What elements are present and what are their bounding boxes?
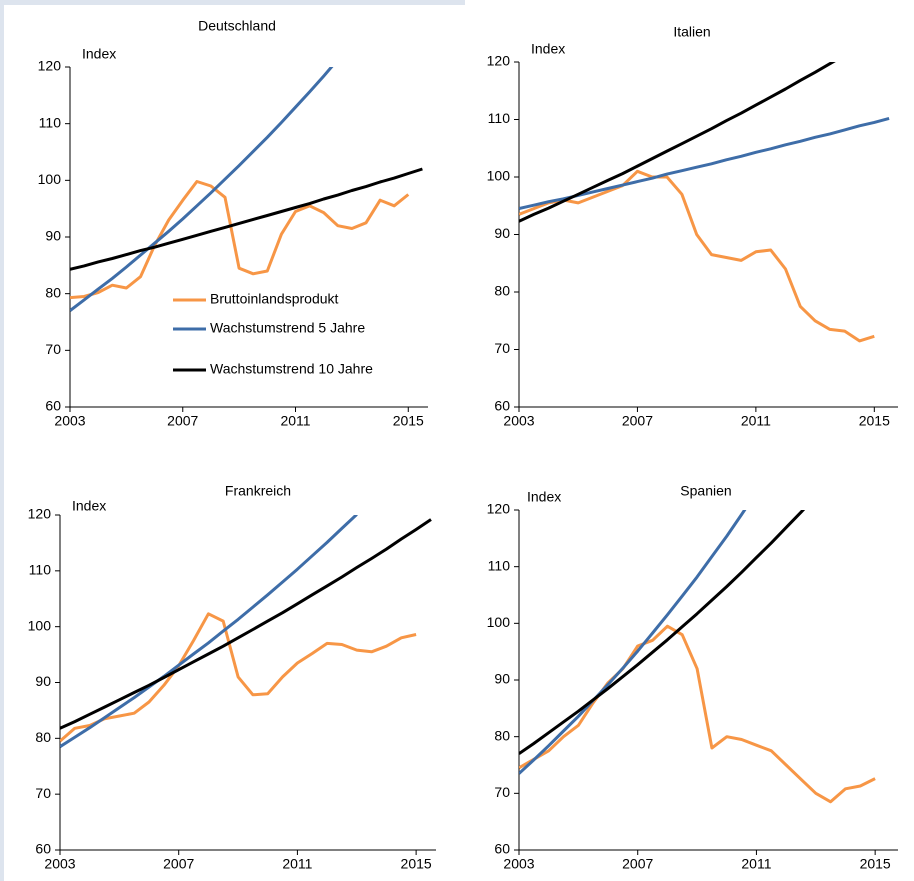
x-tick-label: 2007: [622, 413, 653, 429]
left-strip: [0, 0, 4, 881]
series-line: [60, 515, 358, 748]
x-tick-label: 2015: [860, 856, 891, 872]
y-tick-label: 100: [38, 171, 62, 187]
chart-title: Deutschland: [198, 18, 276, 34]
series-line: [519, 510, 806, 755]
y-tick-label: 70: [35, 785, 51, 801]
legend-label: Wachstumstrend 5 Jahre: [210, 320, 365, 336]
y-tick-label: 100: [28, 617, 52, 633]
chart-panel: Italien Index 60 70 80 90 100 110 120 2003 2007 201…: [487, 24, 898, 429]
series-line: [519, 116, 890, 211]
y-tick-label: 70: [45, 341, 61, 357]
y-tick-label: 60: [45, 398, 61, 414]
series-line: [70, 167, 423, 271]
y-tick-label: 60: [35, 841, 51, 857]
y-tick-label: 80: [494, 283, 510, 299]
x-tick-label: 2011: [741, 413, 771, 429]
y-tick-label: 100: [487, 168, 511, 184]
x-tick-label: 2007: [622, 856, 653, 872]
y-tick-label: 70: [494, 784, 510, 800]
y-tick-label: 120: [38, 58, 62, 74]
x-tick-label: 2011: [280, 413, 310, 429]
series-line: [519, 62, 836, 223]
x-tick-label: 2015: [393, 413, 424, 429]
y-tick-label: 110: [488, 110, 511, 126]
chart-title: Frankreich: [225, 483, 291, 499]
y-tick-label: 100: [487, 614, 511, 630]
y-tick-label: 110: [488, 557, 511, 573]
series-line: [70, 67, 334, 312]
y-axis-label: Index: [72, 498, 106, 514]
chart-title: Spanien: [680, 483, 731, 499]
x-tick-label: 2007: [167, 413, 198, 429]
y-tick-label: 120: [28, 506, 52, 522]
y-tick-label: 60: [494, 398, 510, 414]
x-tick-label: 2003: [54, 413, 85, 429]
y-tick-label: 80: [494, 727, 510, 743]
series-line: [60, 612, 417, 743]
legend-label: Wachstumstrend 10 Jahre: [210, 361, 373, 377]
y-tick-label: 110: [39, 114, 62, 130]
chart-panel: Deutschland Index 60 70 80 90 100 110 120 2003 200…: [38, 18, 428, 429]
y-axis-label: Index: [82, 46, 116, 62]
y-tick-label: 80: [45, 284, 61, 300]
x-tick-label: 2003: [503, 856, 534, 872]
y-tick-label: 60: [494, 841, 510, 857]
x-tick-label: 2003: [503, 413, 534, 429]
series-line: [519, 510, 747, 775]
chart-title: Italien: [673, 24, 710, 40]
y-tick-label: 80: [35, 729, 51, 745]
series-line: [519, 169, 875, 343]
chart-panel: Frankreich Index 60 70 80 90 100 110 120 2003 2007…: [28, 483, 436, 872]
y-tick-label: 90: [494, 225, 510, 241]
x-tick-label: 2003: [44, 856, 75, 872]
x-tick-label: 2015: [859, 413, 890, 429]
y-tick-label: 90: [494, 671, 510, 687]
top-strip: [0, 0, 465, 5]
x-tick-label: 2015: [401, 856, 432, 872]
y-axis-label: Index: [531, 41, 565, 57]
y-axis-label: Index: [527, 489, 561, 505]
x-tick-label: 2011: [282, 856, 312, 872]
y-tick-label: 90: [45, 228, 61, 244]
chart-panel: Spanien Index 60 70 80 90 100 110 120 2003 2007 201…: [487, 483, 898, 872]
y-tick-label: 110: [29, 562, 52, 578]
y-tick-label: 90: [35, 673, 51, 689]
x-tick-label: 2007: [163, 856, 194, 872]
y-tick-label: 70: [494, 340, 510, 356]
legend-label: Bruttoinlandsprodukt: [210, 291, 339, 307]
series-line: [70, 180, 410, 300]
series-line: [519, 624, 876, 804]
y-tick-label: 120: [487, 53, 511, 69]
y-tick-label: 120: [487, 501, 511, 517]
series-line: [60, 518, 432, 730]
x-tick-label: 2011: [741, 856, 771, 872]
